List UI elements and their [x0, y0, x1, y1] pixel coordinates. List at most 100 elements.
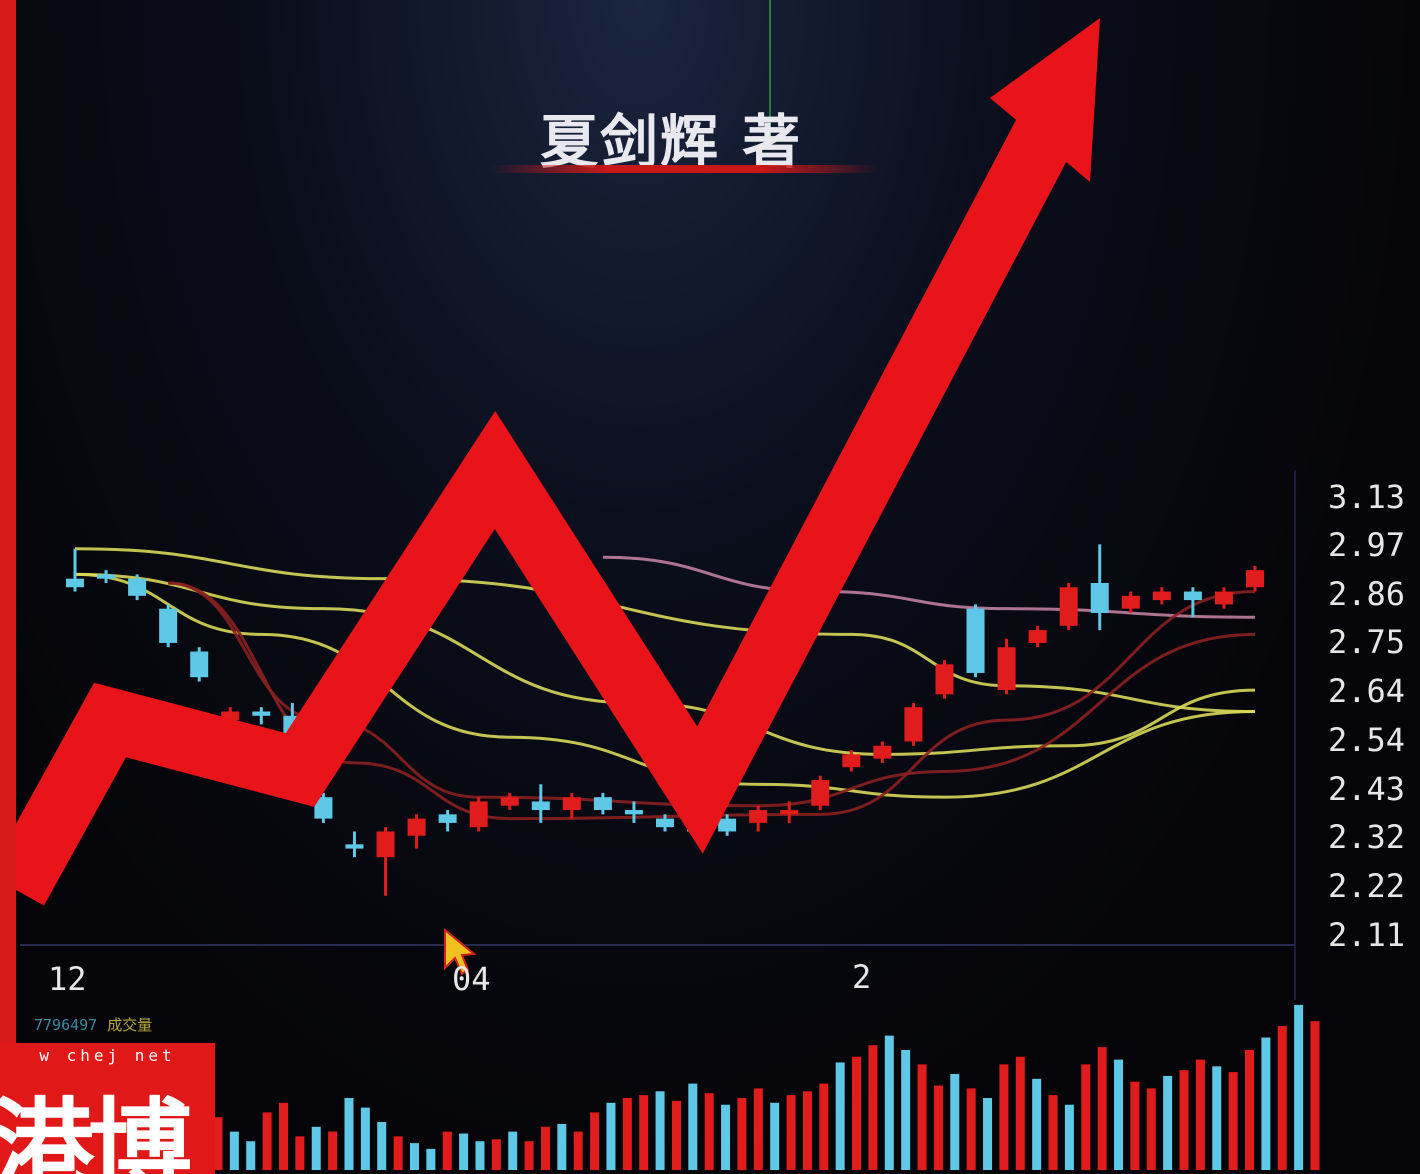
volume-bar	[721, 1104, 731, 1170]
candle-body	[407, 818, 426, 836]
candle-body	[1028, 630, 1047, 643]
candle-body	[1090, 582, 1109, 613]
volume-bar	[442, 1131, 452, 1170]
volume-bar	[1310, 1021, 1320, 1170]
volume-bar	[1163, 1075, 1173, 1170]
volume-bar	[360, 1107, 370, 1170]
candle-body	[904, 707, 923, 742]
volume-bar	[262, 1112, 272, 1170]
volume-bar	[508, 1131, 518, 1170]
volume-bar	[1245, 1050, 1255, 1170]
candle-body	[159, 608, 178, 643]
price-tick: 2.97	[1328, 526, 1406, 564]
volume-bar	[884, 1035, 894, 1170]
volume-bar	[737, 1098, 747, 1170]
candle-body	[562, 797, 581, 811]
watermark-url: w chej net	[39, 1046, 176, 1065]
price-tick: 2.86	[1328, 575, 1406, 613]
volume-value: 7796497	[34, 1016, 98, 1034]
red-spine-strip	[0, 0, 16, 1174]
volume-bar	[344, 1098, 354, 1170]
volume-bar	[786, 1095, 796, 1170]
volume-bar	[1294, 1004, 1304, 1170]
candle-body	[935, 664, 954, 695]
volume-bar	[213, 1117, 223, 1170]
volume-bar	[295, 1136, 305, 1170]
price-tick: 2.54	[1328, 721, 1406, 759]
author-underline	[490, 165, 880, 173]
candle-body	[1183, 591, 1202, 601]
volume-bar	[557, 1123, 567, 1170]
volume-bar	[901, 1050, 911, 1170]
volume-bar	[753, 1088, 763, 1170]
candle-body	[469, 801, 488, 828]
volume-bar	[917, 1064, 927, 1170]
volume-label: 成交量	[107, 1016, 153, 1034]
volume-bar	[1195, 1059, 1205, 1170]
candle-body	[718, 818, 737, 832]
volume-bar	[983, 1098, 993, 1170]
candle-body	[842, 754, 861, 768]
moving-average-line	[74, 572, 1256, 799]
volume-bar	[393, 1136, 403, 1170]
volume-bar	[459, 1133, 469, 1170]
moving-average-line	[602, 555, 1256, 619]
price-tick: 2.11	[1328, 916, 1406, 954]
volume-bar	[802, 1091, 812, 1170]
candle-body	[221, 711, 240, 721]
watermark-badge: w chej net 港博	[0, 1043, 215, 1174]
candle-body	[1121, 595, 1140, 609]
candle-body	[1214, 591, 1233, 605]
volume-bar	[1212, 1066, 1222, 1170]
volume-bar	[1146, 1088, 1156, 1170]
candle-body	[97, 574, 116, 579]
candle-body	[438, 814, 457, 823]
candle-body	[128, 578, 147, 596]
volume-bar	[573, 1131, 583, 1170]
price-tick: 2.43	[1328, 770, 1406, 808]
volume-bar	[1261, 1037, 1271, 1170]
volume-bar	[475, 1141, 485, 1170]
price-tick: 3.13	[1328, 478, 1406, 516]
volume-bar	[1048, 1095, 1058, 1170]
candle-body	[780, 810, 799, 815]
volume-bar	[229, 1131, 239, 1170]
volume-bar	[933, 1085, 943, 1170]
candle-body	[500, 797, 519, 806]
date-tick: 12	[48, 960, 87, 998]
date-tick: 2	[852, 958, 872, 996]
volume-bar	[819, 1083, 829, 1170]
volume-bar	[1130, 1081, 1140, 1170]
volume-bar	[590, 1112, 600, 1170]
volume-bar	[950, 1074, 960, 1170]
volume-bar	[540, 1126, 550, 1170]
date-tick: 04	[452, 960, 491, 998]
volume-bar	[639, 1095, 649, 1170]
volume-bar	[377, 1122, 387, 1170]
volume-bar	[1228, 1072, 1238, 1170]
candle-body	[376, 831, 395, 858]
author-credit: 夏剑辉 著	[540, 95, 802, 179]
price-tick: 2.32	[1328, 818, 1406, 856]
volume-bar	[704, 1093, 714, 1170]
volume-bar	[966, 1088, 976, 1170]
price-tick: 2.75	[1328, 623, 1406, 661]
volume-bar	[426, 1148, 436, 1170]
candle-body	[66, 578, 84, 588]
volume-bar	[655, 1091, 665, 1170]
price-tick: 2.22	[1328, 867, 1406, 905]
candle-body	[624, 810, 643, 815]
volume-legend: 7796497 成交量	[34, 1014, 152, 1035]
volume-bar	[868, 1045, 878, 1170]
volume-bar	[622, 1098, 632, 1170]
trend-arrow-head	[990, 18, 1100, 182]
volume-bar	[688, 1083, 698, 1170]
author-name: 夏剑辉	[540, 108, 721, 176]
volume-bar	[1081, 1064, 1091, 1170]
candle-body	[873, 745, 892, 759]
volume-bar	[328, 1131, 338, 1170]
candle-body	[656, 818, 674, 828]
trend-arrow-shaft	[0, 90, 1089, 906]
volume-bar	[1015, 1056, 1025, 1170]
